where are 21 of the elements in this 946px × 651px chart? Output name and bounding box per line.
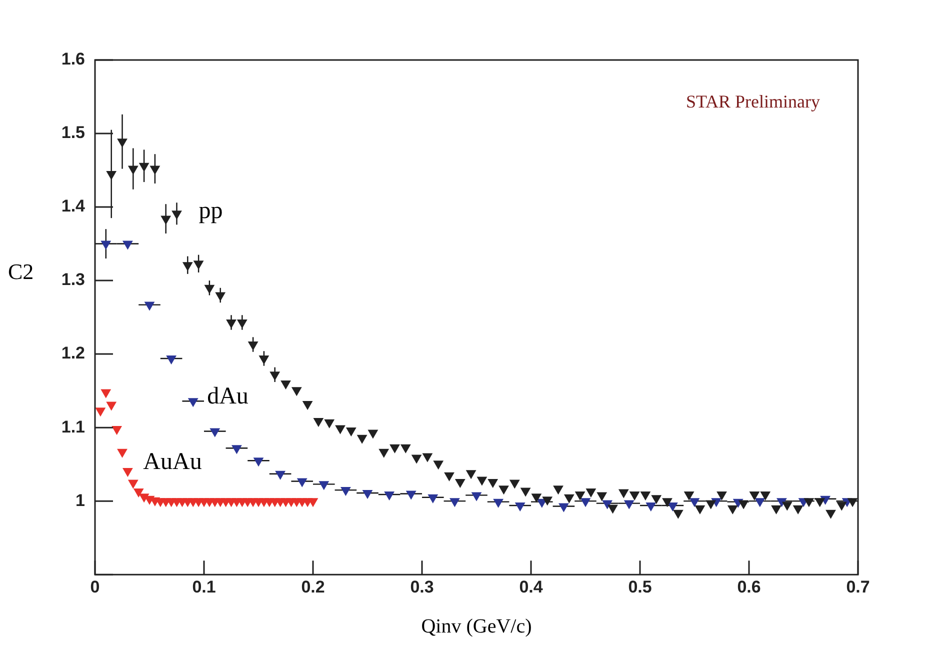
x-tick-label: 0.2	[301, 577, 325, 596]
y-axis-title: C2	[8, 258, 34, 284]
series-label: dAu	[207, 383, 248, 410]
x-tick-label: 0.3	[410, 577, 434, 596]
x-tick-label: 0.5	[628, 577, 652, 596]
annotation: STAR Preliminary	[686, 92, 820, 112]
x-tick-label: 0.4	[519, 577, 544, 596]
x-tick-label: 0.1	[192, 577, 216, 596]
x-tick-label: 0	[90, 577, 100, 596]
x-axis-title: Qinv (GeV/c)	[421, 615, 532, 638]
y-tick-label: 1.1	[61, 417, 85, 436]
y-tick-label: 1.5	[61, 123, 85, 142]
series-label: AuAu	[143, 449, 202, 476]
x-tick-label: 0.7	[846, 577, 870, 596]
y-tick-label: 1	[76, 490, 85, 510]
y-tick-label: 1.4	[61, 196, 86, 216]
x-tick-label: 0.6	[737, 577, 761, 596]
y-tick-label: 1.3	[61, 270, 85, 290]
series-label: pp	[198, 198, 223, 224]
y-tick-label: 1.6	[61, 50, 85, 69]
y-tick-label: 1.2	[61, 344, 85, 363]
